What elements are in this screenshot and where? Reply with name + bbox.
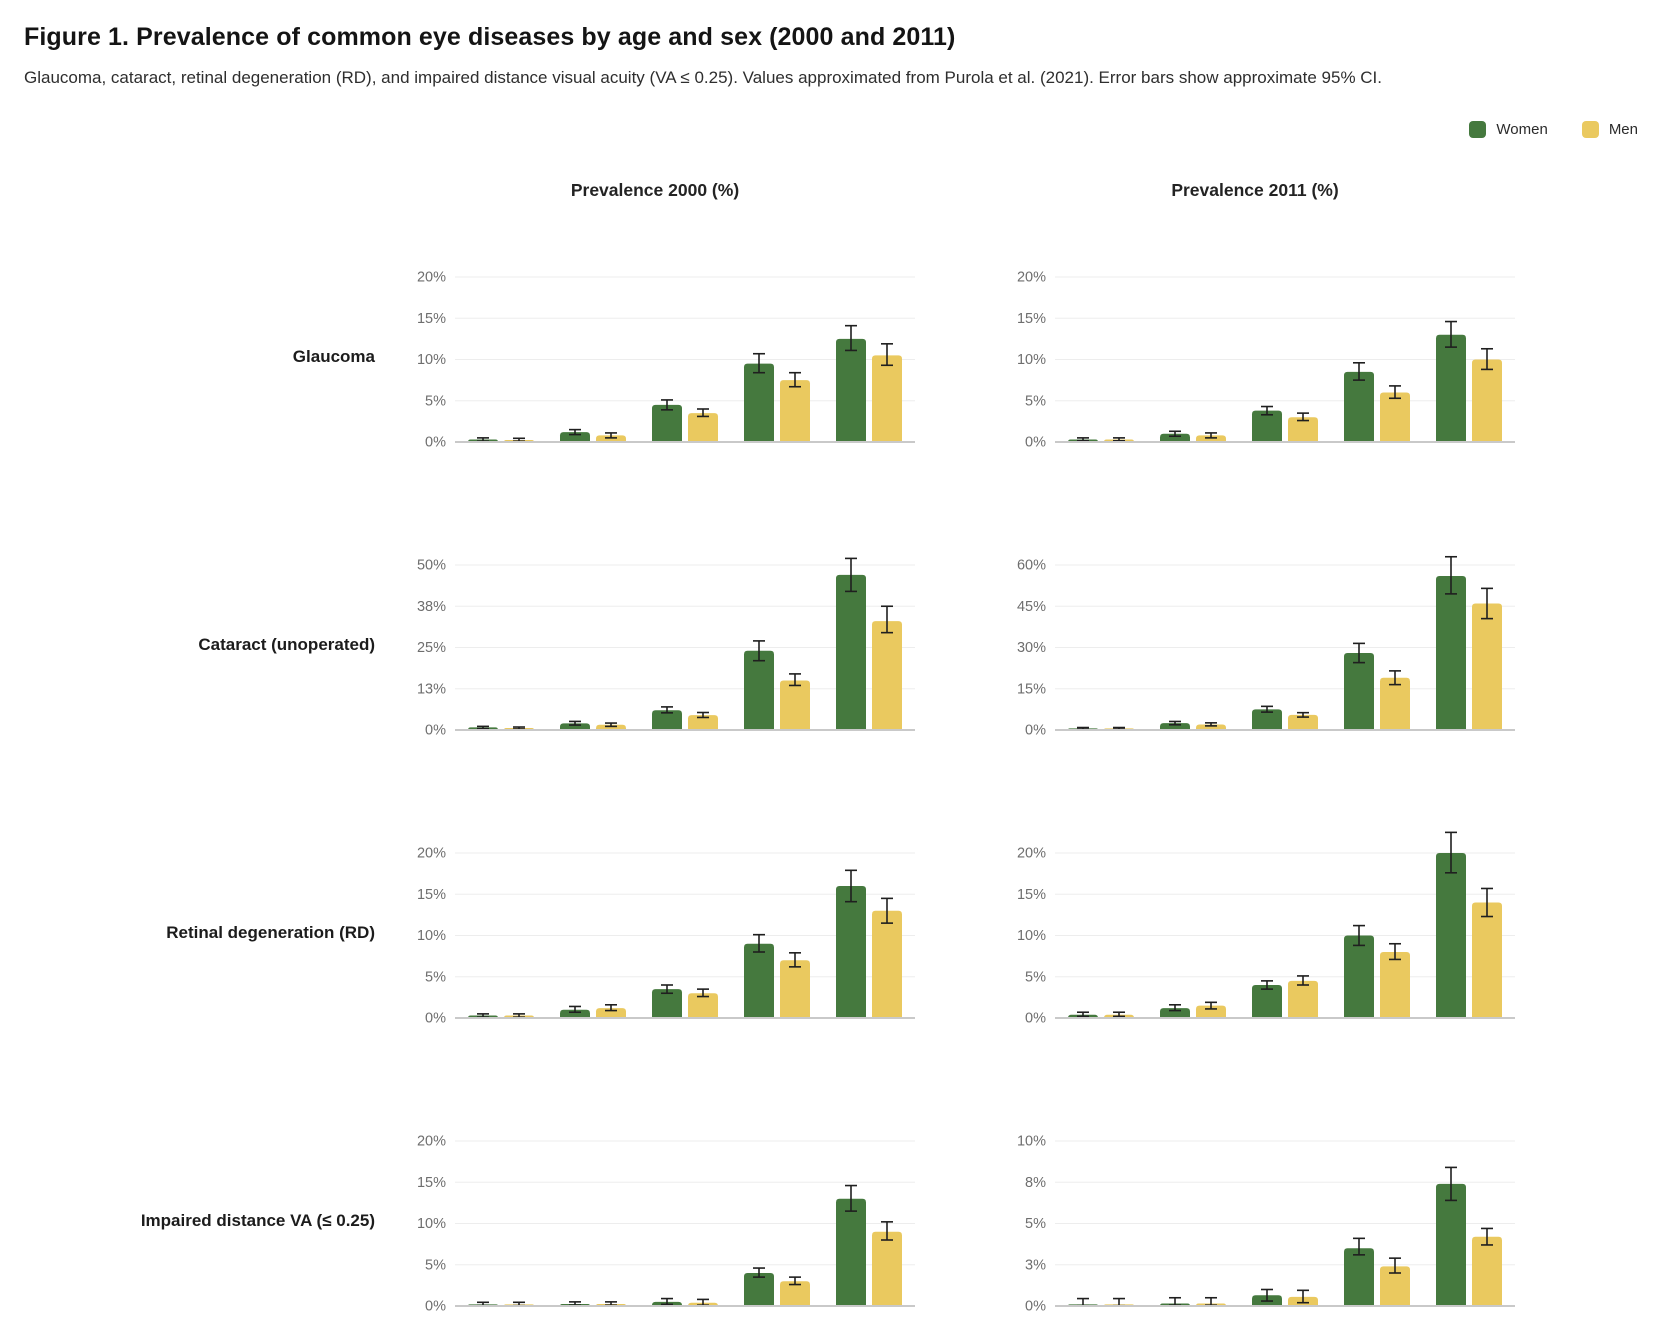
chart-cataract-2011: 0% 15% 30% 45% 60% [1017, 555, 1515, 738]
legend: Women Men [0, 120, 1666, 140]
figure-title: Figure 1. Prevalence of common eye disea… [24, 23, 956, 51]
row-glaucoma: Glaucoma 0% 5% 10% 15% 20% 0% 5% 10% 15% 20% [0, 247, 1666, 457]
svg-text:8%: 8% [1025, 1175, 1046, 1191]
svg-text:45%: 45% [1017, 599, 1046, 615]
svg-text:60%: 60% [1017, 557, 1046, 573]
legend-label-men: Men [1608, 121, 1638, 139]
chart-glaucoma-2000: 0% 5% 10% 15% 20% [417, 269, 915, 450]
chart-cataract-2000: 0% 13% 25% 38% 50% [417, 557, 915, 738]
svg-text:50%: 50% [417, 557, 446, 573]
svg-text:20%: 20% [417, 1133, 446, 1149]
svg-text:10%: 10% [1017, 1133, 1046, 1149]
column-header-2011: Prevalence 2011 (%) [1171, 179, 1339, 200]
chart-rd-2000: 0% 5% 10% 15% 20% [417, 845, 915, 1026]
svg-text:25%: 25% [417, 640, 446, 656]
svg-text:5%: 5% [425, 1257, 446, 1273]
women-swatch-icon [1469, 121, 1487, 139]
men-swatch-icon [1581, 121, 1599, 139]
chart-va-2011: 0% 3% 5% 8% 10% [1017, 1133, 1515, 1314]
row-label-retinal-degeneration: Retinal degeneration (RD) [166, 922, 375, 942]
chart-rd-2011: 0% 5% 10% 15% 20% [1017, 831, 1515, 1026]
svg-text:0%: 0% [1025, 1298, 1046, 1314]
legend-item-women: Women [1469, 121, 1548, 139]
svg-text:5%: 5% [425, 969, 446, 985]
svg-text:0%: 0% [425, 434, 446, 450]
svg-text:3%: 3% [1025, 1257, 1046, 1273]
row-retinal-degeneration: Retinal degeneration (RD) 0% 5% 10% 15% 20% … [0, 823, 1666, 1033]
svg-text:20%: 20% [417, 845, 446, 861]
svg-text:15%: 15% [1017, 887, 1046, 903]
svg-text:15%: 15% [417, 311, 446, 327]
svg-text:15%: 15% [1017, 681, 1046, 697]
svg-text:0%: 0% [425, 1010, 446, 1026]
svg-text:0%: 0% [425, 1298, 446, 1314]
svg-text:10%: 10% [1017, 352, 1046, 368]
row-impaired-va: Impaired distance VA (≤ 0.25) 0% 5% 10% 15%… [0, 1111, 1666, 1321]
svg-text:15%: 15% [1017, 311, 1046, 327]
svg-text:30%: 30% [1017, 640, 1046, 656]
svg-text:10%: 10% [417, 1216, 446, 1232]
svg-text:10%: 10% [1017, 928, 1046, 944]
svg-text:0%: 0% [1025, 434, 1046, 450]
svg-text:13%: 13% [417, 681, 446, 697]
svg-text:10%: 10% [417, 352, 446, 368]
svg-text:38%: 38% [417, 599, 446, 615]
svg-text:20%: 20% [417, 269, 446, 285]
legend-item-men: Men [1581, 121, 1638, 139]
svg-text:5%: 5% [425, 393, 446, 409]
chart-va-2000: 0% 5% 10% 15% 20% [417, 1133, 915, 1314]
column-header-2000: Prevalence 2000 (%) [570, 179, 740, 200]
svg-text:15%: 15% [417, 1175, 446, 1191]
figure-header: Figure 1. Prevalence of common eye disea… [0, 0, 1666, 90]
row-label-impaired-va: Impaired distance VA (≤ 0.25) [140, 1210, 375, 1230]
chart-glaucoma-2011: 0% 5% 10% 15% 20% [1017, 269, 1515, 450]
svg-text:20%: 20% [1017, 845, 1046, 861]
figure-subtitle: Glaucoma, cataract, retinal degeneration… [24, 68, 1383, 87]
chart-grid: Glaucoma 0% 5% 10% 15% 20% 0% 5% 10% 15% 20% Cat… [0, 247, 1666, 1321]
row-label-cataract: Cataract (unoperated) [198, 634, 375, 654]
svg-text:0%: 0% [1025, 1010, 1046, 1026]
legend-label-women: Women [1496, 121, 1548, 139]
row-cataract: Cataract (unoperated) 0% 13% 25% 38% 50% 0% 1… [0, 535, 1666, 745]
column-headers: Prevalence 2000 (%) Prevalence 2011 (%) [0, 180, 1666, 201]
svg-text:5%: 5% [1025, 393, 1046, 409]
svg-text:0%: 0% [425, 722, 446, 738]
svg-text:5%: 5% [1025, 969, 1046, 985]
svg-text:20%: 20% [1017, 269, 1046, 285]
svg-text:10%: 10% [417, 928, 446, 944]
row-label-glaucoma: Glaucoma [292, 346, 375, 366]
svg-text:15%: 15% [417, 887, 446, 903]
svg-text:0%: 0% [1025, 722, 1046, 738]
svg-text:5%: 5% [1025, 1216, 1046, 1232]
